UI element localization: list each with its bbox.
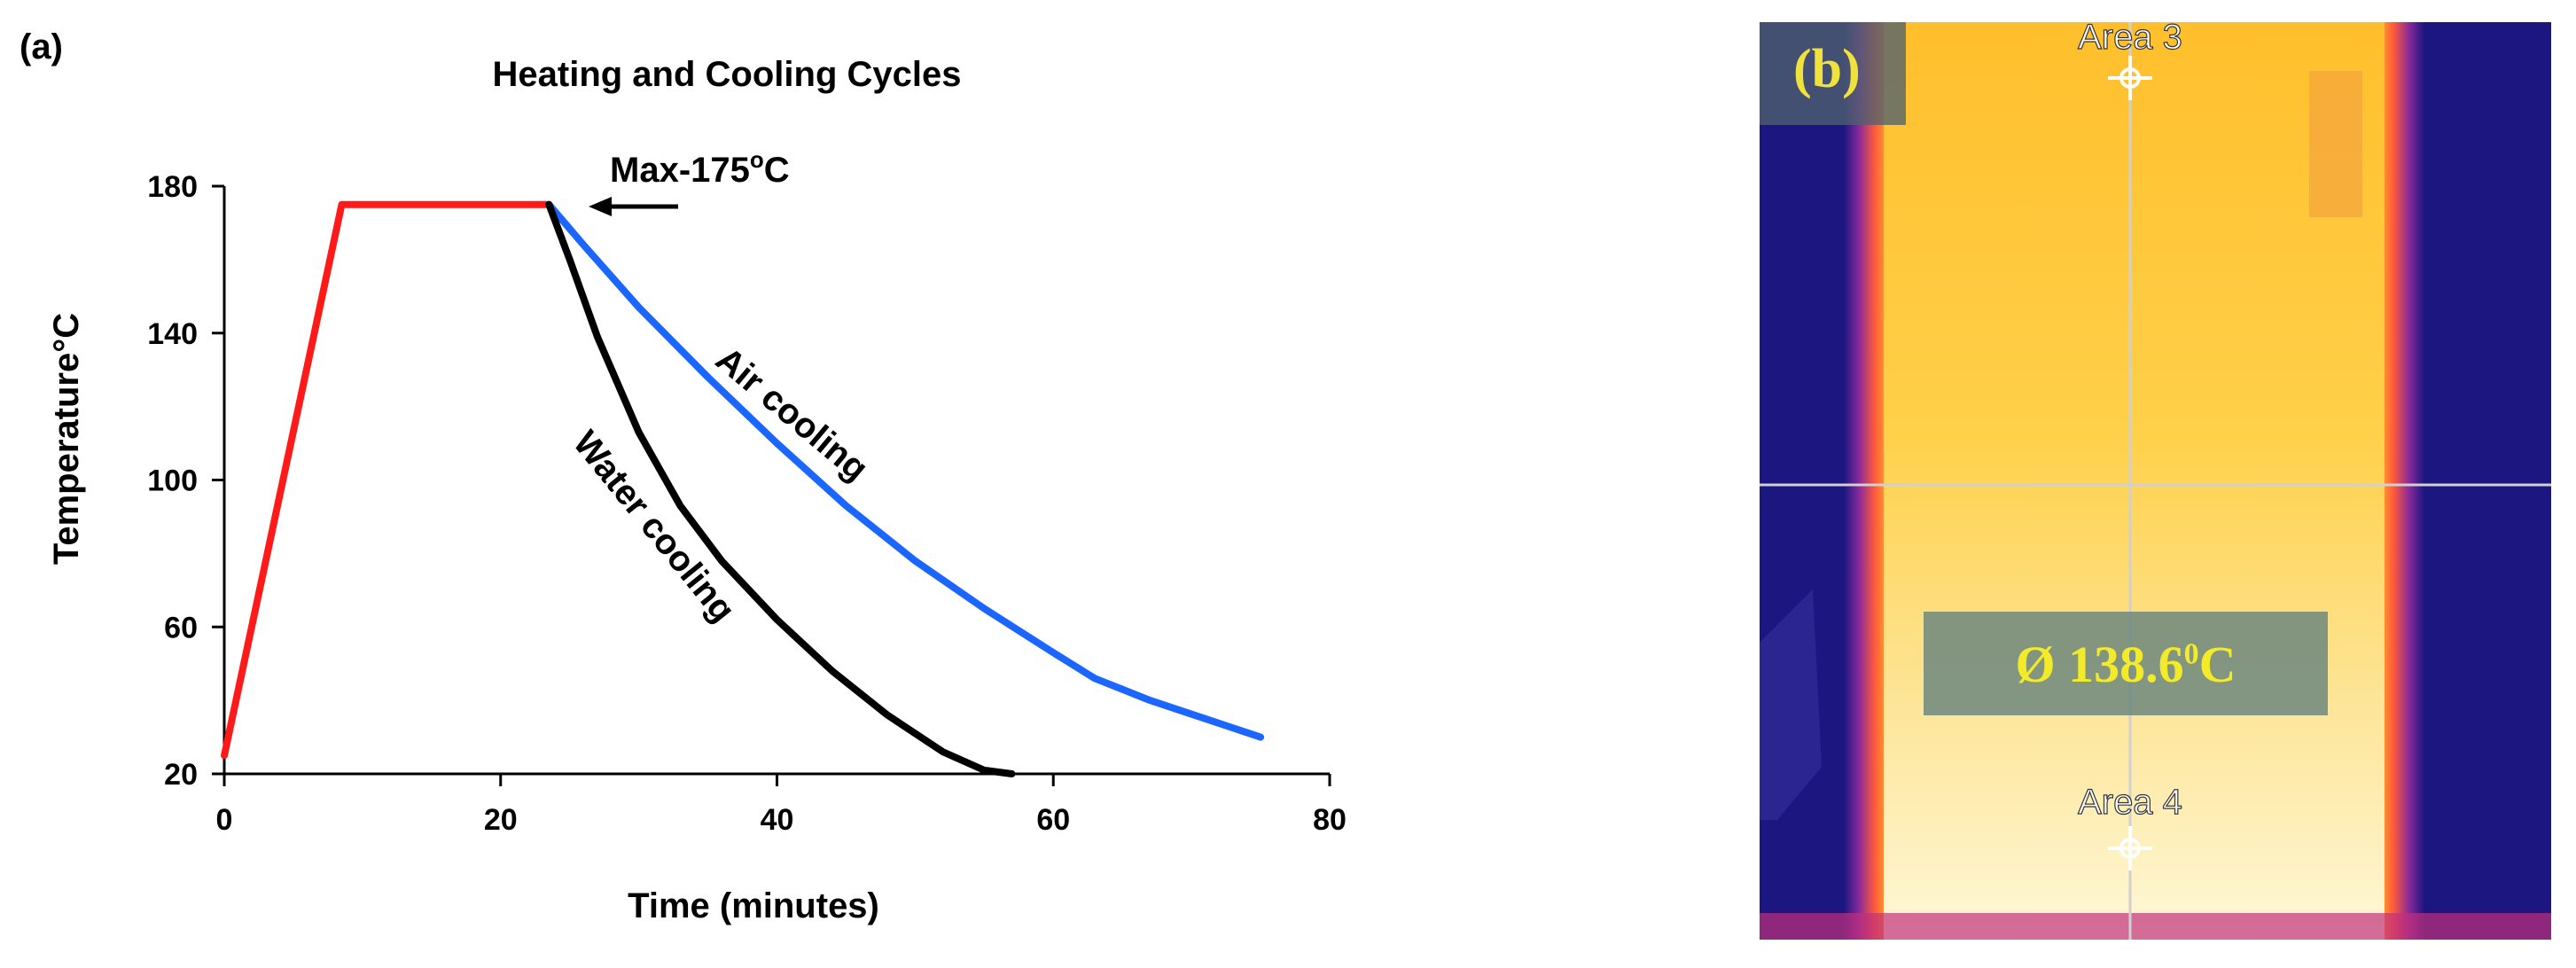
temperature-readout-box: Ø 138.60C [1924,612,2328,715]
heating-series-line [221,200,553,760]
x-axis-title: Time (minutes) [628,886,879,925]
x-tick-label: 20 [484,803,518,837]
arrow-head-icon [589,197,612,216]
water-cooling-series-line [545,200,1016,777]
temperature-unit: C [2198,636,2236,693]
panel-b-label: (b) [1793,39,1861,99]
panel-a-label: (a) [20,27,63,66]
air-cooling-series-line [545,200,1265,741]
hot-bar-left-edge [1844,22,1888,940]
area-3-label: Area 3 [2078,22,2182,57]
max-temperature-text: Max-175 [610,151,750,190]
x-tick-label: 0 [216,803,233,837]
y-tick-label: 140 [147,317,198,351]
thermal-image-panel-b: Area 3 Area 4 (b) Ø 138.60C [1760,22,2551,940]
chart-panel-a: (a) Heating and Cooling Cycles 0 20 40 60 80… [20,27,1347,925]
area-4-label: Area 4 [2078,783,2182,822]
panel-b-label-box: (b) [1760,22,1906,125]
thermal-image: Area 3 Area 4 [1760,22,2551,940]
max-temperature-unit: C [764,151,790,190]
hot-bar [1884,22,2385,940]
hot-spot [2309,71,2362,217]
y-tick-label: 60 [164,611,198,644]
air-cooling-label: Air cooling [708,340,875,488]
chart-series-group [221,200,1265,777]
chart-axes: 0 20 40 60 80 20 60 100 140 180 [147,170,1347,837]
y-tick-label: 180 [147,170,198,204]
y-tick-label: 20 [164,758,198,792]
temperature-value: Ø 138.6 [2015,636,2184,693]
x-tick-label: 60 [1036,803,1070,837]
max-temperature-annotation: Max-175oC [610,146,790,190]
chart-title: Heating and Cooling Cycles [493,55,962,94]
max-temperature-sup: o [750,146,764,173]
area-4-marker-icon [2108,826,2152,870]
bottom-edge [1760,913,2551,940]
background-shadow [1760,589,1822,820]
area-3-marker-icon [2108,56,2152,100]
x-tick-label: 80 [1313,803,1347,837]
hot-bar-right-edge [2380,22,2424,940]
temperature-readout: Ø 138.60C [1924,635,2328,694]
max-temperature-arrow [589,197,678,216]
y-tick-label: 100 [147,464,198,498]
x-tick-label: 40 [761,803,794,837]
temperature-sup: 0 [2183,637,2199,671]
y-axis-title: Temperature°C [47,313,86,565]
